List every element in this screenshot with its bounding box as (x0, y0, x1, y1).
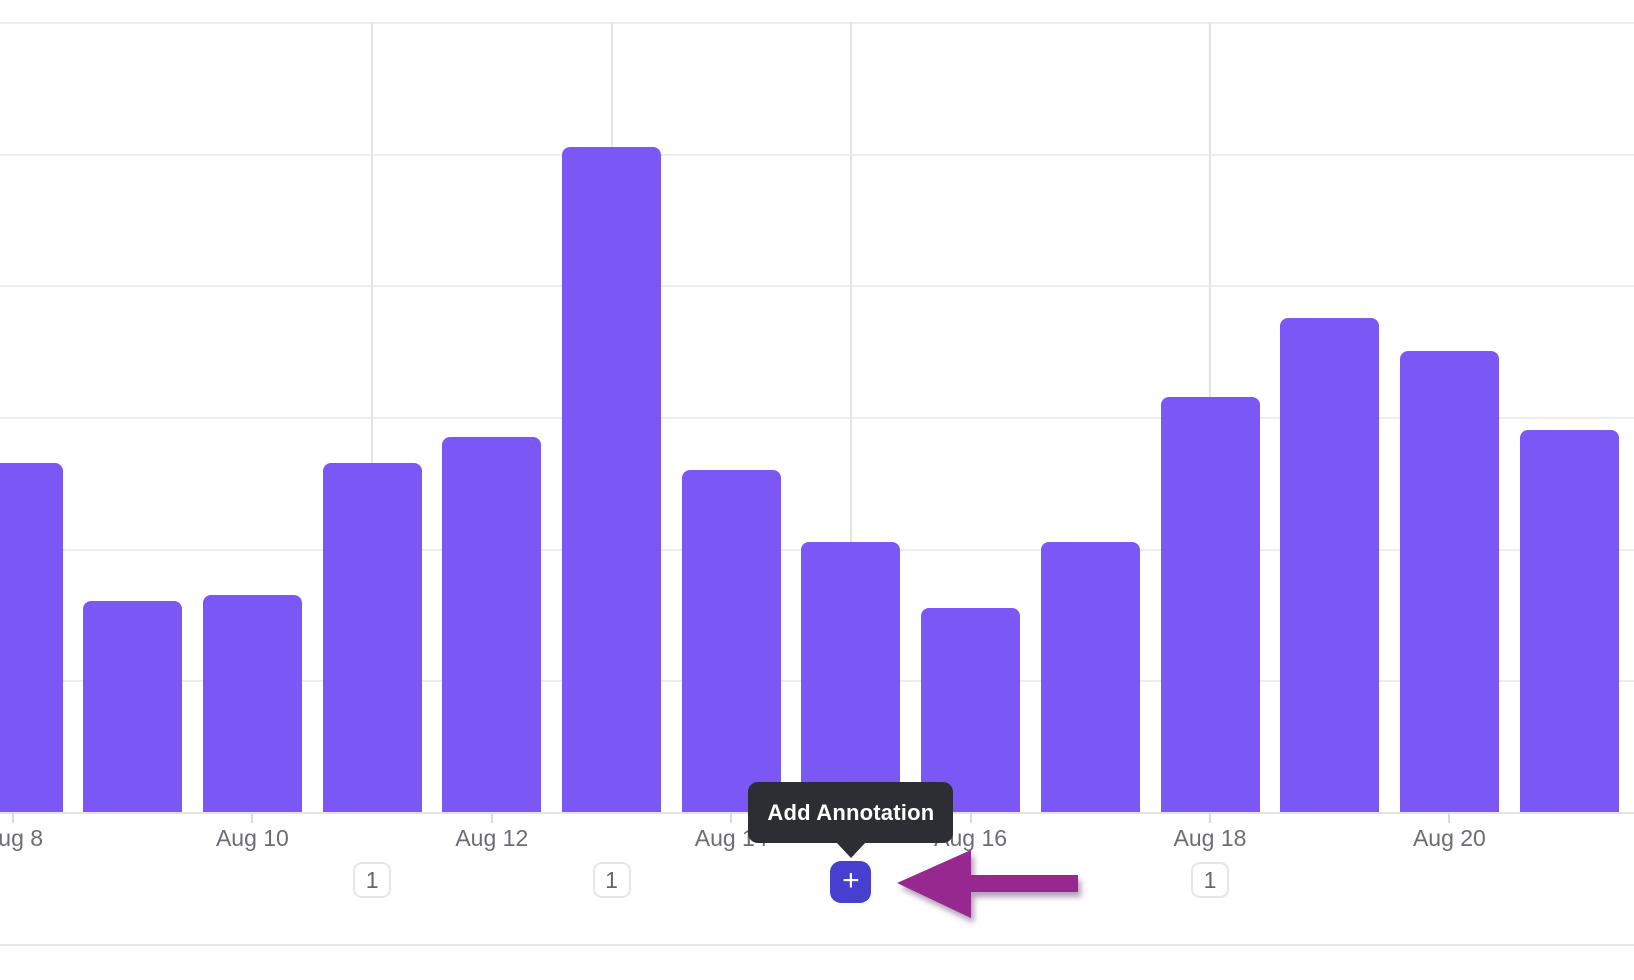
x-axis-tick (1209, 813, 1211, 823)
annotation-marker-line (371, 22, 374, 464)
bar-aug-17[interactable] (1040, 542, 1140, 812)
bar-aug-9[interactable] (83, 601, 183, 812)
x-axis-tick (490, 813, 493, 823)
x-axis-label: Aug 18 (1173, 825, 1247, 851)
x-axis-label: Aug 10 (215, 825, 289, 851)
bar-aug-16[interactable] (921, 607, 1021, 812)
x-axis-label: Aug 8 (0, 825, 44, 851)
bar-aug-10[interactable] (202, 594, 302, 812)
bottom-separator (0, 944, 1634, 946)
x-axis-label: Aug 20 (1412, 825, 1486, 851)
x-axis-tick (969, 813, 972, 823)
bar-aug-13[interactable] (562, 147, 661, 812)
tooltip-label: Add Annotation (767, 799, 935, 825)
bar-aug-12[interactable] (442, 436, 542, 812)
annotation-marker-line (610, 22, 613, 148)
bar-aug-8[interactable] (0, 463, 63, 812)
x-axis-tick (1448, 813, 1451, 823)
annotation-count-badge[interactable]: 1 (353, 862, 392, 898)
bar-aug-20[interactable] (1399, 351, 1499, 812)
bar-aug-18[interactable] (1160, 397, 1260, 812)
annotation-count-badge[interactable]: 1 (592, 862, 631, 898)
x-axis-label: Aug 12 (455, 825, 529, 851)
x-axis-tick (251, 813, 254, 823)
x-axis-tick (12, 813, 14, 823)
annotation-marker-line (1209, 22, 1211, 398)
annotation-marker-line (849, 22, 852, 543)
x-axis-tick (730, 813, 733, 823)
gridline (0, 22, 1634, 24)
gridline (0, 153, 1634, 156)
tooltip-caret-icon (835, 842, 866, 858)
pointer-arrow-icon (897, 850, 1078, 918)
gridline (0, 285, 1634, 288)
bar-aug-11[interactable] (322, 463, 422, 812)
plus-icon: + (842, 864, 860, 897)
add-annotation-tooltip: Add Annotation (748, 782, 954, 843)
bar-aug-19[interactable] (1280, 318, 1380, 812)
gridline (0, 417, 1634, 419)
bar-aug-21[interactable] (1519, 430, 1619, 812)
annotation-count-badge[interactable]: 1 (1191, 862, 1229, 898)
add-annotation-button[interactable]: + (830, 861, 872, 903)
bar-aug-14[interactable] (681, 469, 781, 812)
bar-aug-15[interactable] (801, 542, 901, 812)
